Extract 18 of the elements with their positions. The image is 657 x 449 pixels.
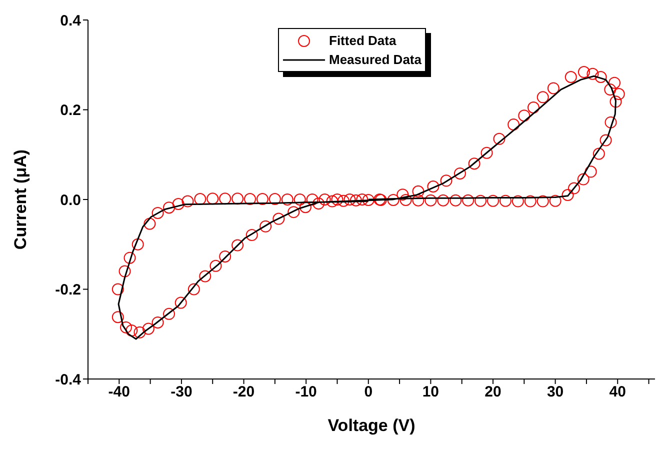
legend-label: Measured Data (329, 52, 422, 67)
x-tick-label: -20 (232, 384, 255, 401)
x-tick-label: -40 (108, 384, 130, 401)
x-tick-label: 0 (364, 384, 373, 401)
x-tick-label: 10 (422, 384, 440, 401)
y-tick-label: -0.2 (55, 282, 81, 299)
y-tick-label: -0.4 (55, 371, 82, 388)
x-axis-title: Voltage (V) (328, 416, 416, 435)
y-tick-label: 0.2 (60, 102, 81, 120)
y-axis-title: Current (μA) (11, 149, 30, 250)
legend-label: Fitted Data (329, 33, 396, 48)
x-tick-label: 30 (546, 384, 564, 401)
y-tick-label: 0.4 (60, 12, 82, 30)
x-tick-label: 20 (484, 384, 502, 401)
y-tick-label: 0.0 (60, 192, 81, 209)
x-tick-label: -30 (170, 384, 192, 401)
x-tick-label: -10 (295, 384, 317, 401)
x-tick-label: 40 (609, 384, 626, 401)
